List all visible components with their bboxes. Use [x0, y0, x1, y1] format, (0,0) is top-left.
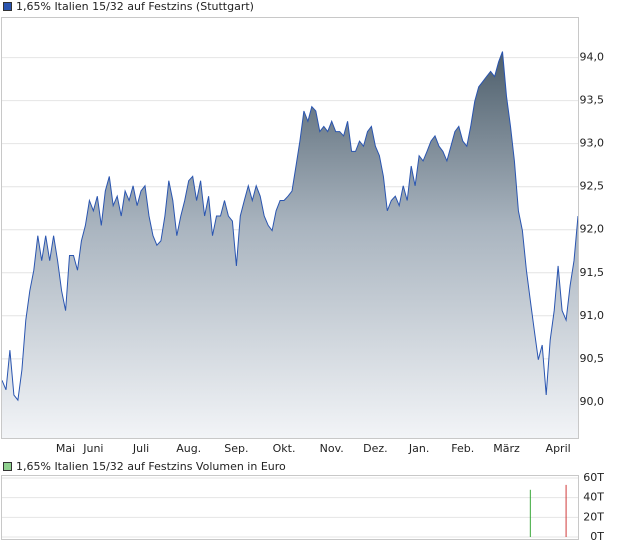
x-tick-label: Juli — [132, 442, 149, 455]
y-tick-label: 94,0 — [580, 51, 605, 64]
x-tick-label: April — [546, 442, 571, 455]
y-tick-label: 93,5 — [580, 94, 605, 107]
price-line — [1, 51, 579, 402]
price-area — [2, 51, 578, 438]
x-tick-label: Aug. — [176, 442, 201, 455]
x-tick-label: Dez. — [363, 442, 388, 455]
x-tick-label: Nov. — [320, 442, 344, 455]
legend-label: 1,65% Italien 15/32 auf Festzins Volumen… — [16, 460, 286, 473]
y-tick-label: 0T — [590, 530, 604, 543]
x-tick-label: März — [493, 442, 520, 455]
y-tick-label: 93,0 — [580, 137, 605, 150]
x-tick-label: Sep. — [224, 442, 248, 455]
x-tick-label: Jan. — [408, 442, 429, 455]
plot-frame — [1, 475, 579, 540]
legend-swatch — [3, 462, 12, 471]
y-tick-label: 20T — [583, 510, 604, 523]
volume-bar — [529, 489, 531, 537]
plot-frame — [1, 17, 579, 439]
x-tick-label: Okt. — [273, 442, 296, 455]
volume-bar — [565, 484, 567, 537]
legend-label: 1,65% Italien 15/32 auf Festzins (Stuttg… — [16, 0, 254, 13]
y-tick-label: 90,5 — [580, 352, 605, 365]
y-tick-label: 92,5 — [580, 180, 605, 193]
x-tick-label: Mai — [56, 442, 75, 455]
y-tick-label: 60T — [583, 471, 604, 484]
x-tick-label: Feb. — [451, 442, 474, 455]
legend-swatch — [3, 2, 12, 11]
y-tick-label: 91,0 — [580, 309, 605, 322]
y-tick-label: 90,0 — [580, 395, 605, 408]
y-tick-label: 40T — [583, 491, 604, 504]
y-tick-label: 92,0 — [580, 223, 605, 236]
x-tick-label: Juni — [82, 442, 103, 455]
y-tick-label: 91,5 — [580, 266, 605, 279]
